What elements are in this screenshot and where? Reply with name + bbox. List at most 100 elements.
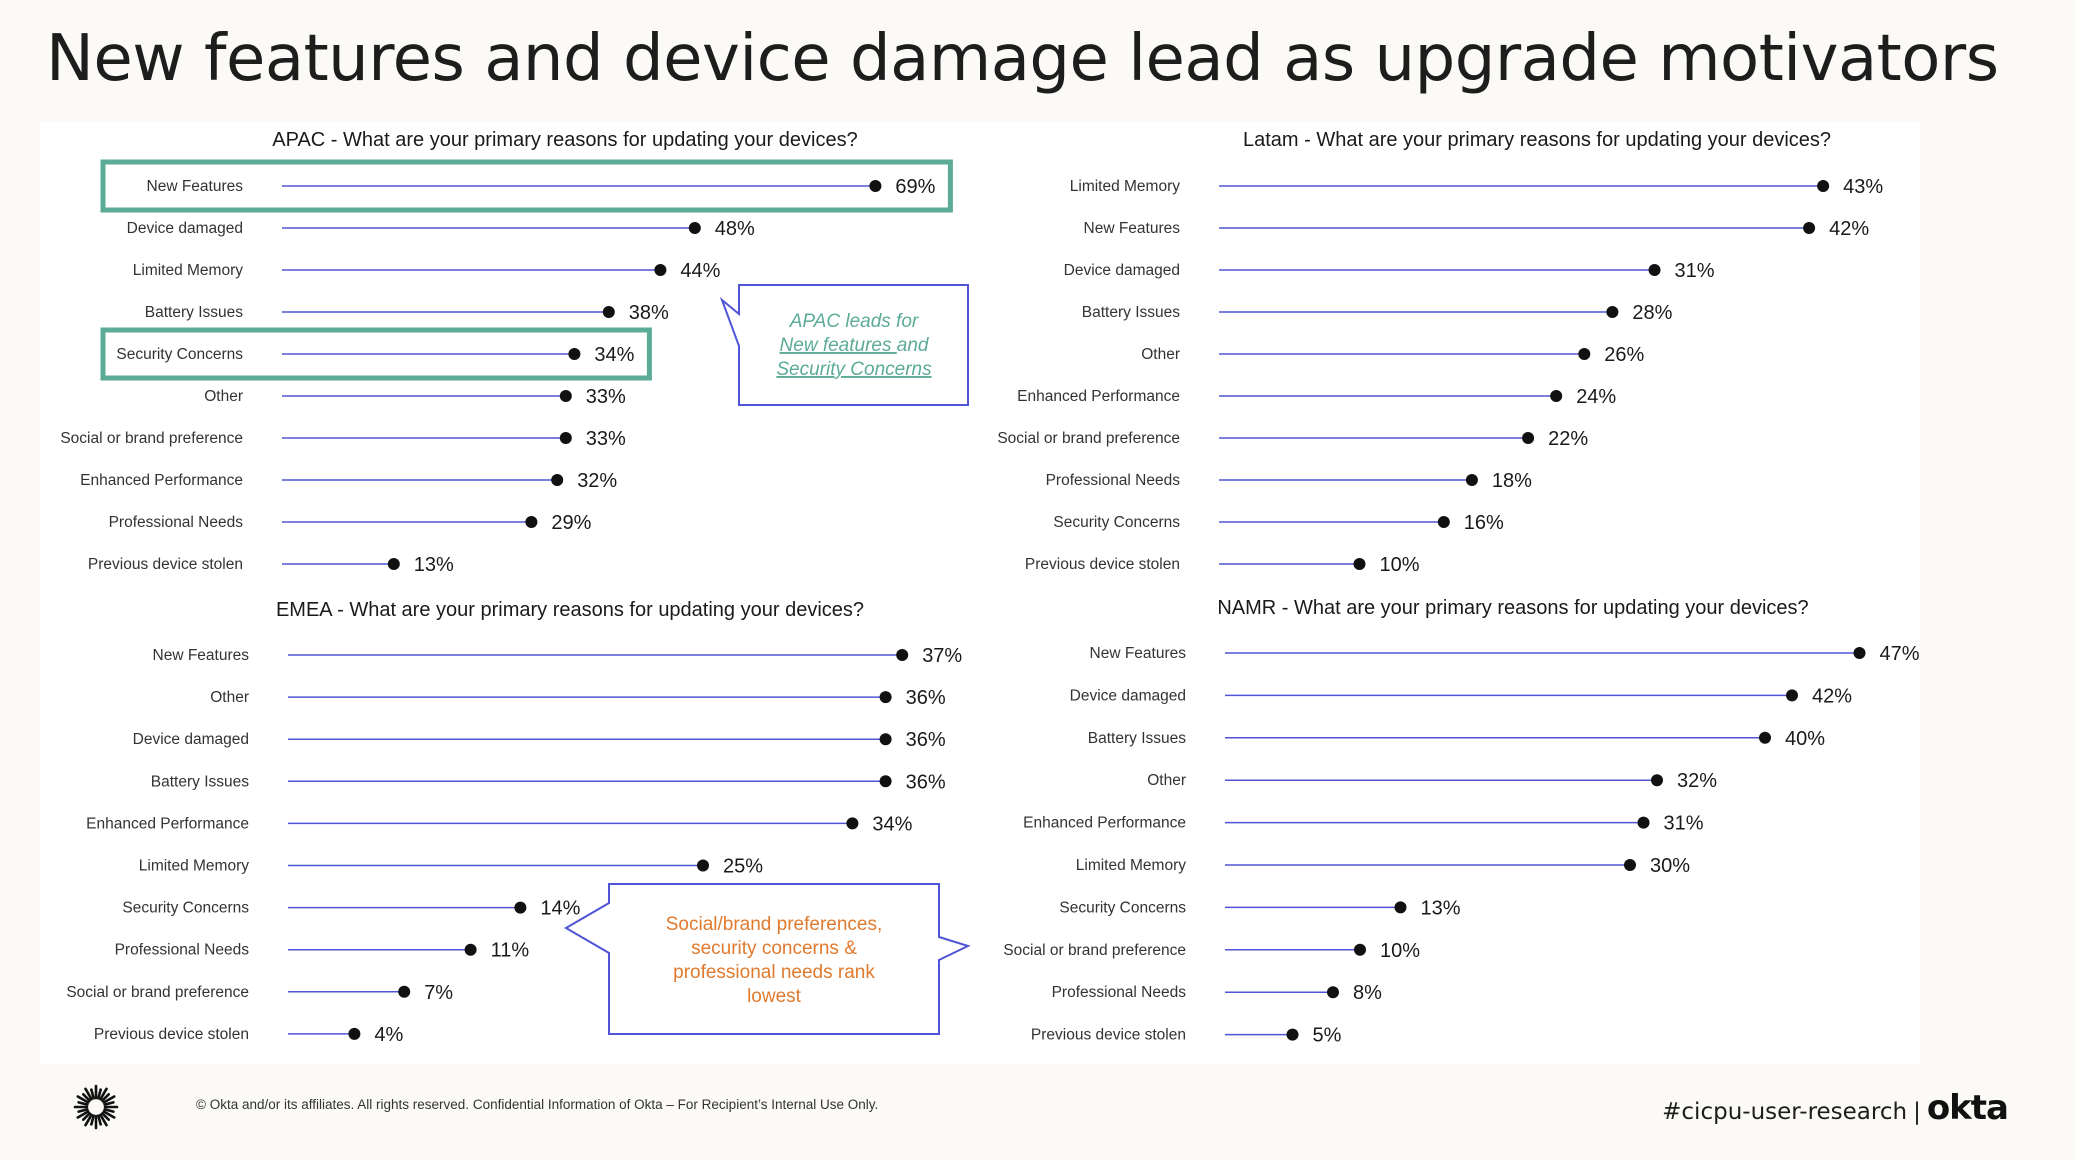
emea-row-social-or-brand-preference: Social or brand preference 7% [66, 982, 453, 1004]
latam-row-security-concerns: Security Concerns 16% [1053, 512, 1504, 534]
apac-row-previous-device-stolen: Previous device stolen 13% [88, 554, 454, 576]
namr-dot [1286, 1028, 1299, 1041]
apac-callout-line2: New features and [780, 335, 930, 356]
apac-category-label: Device damaged [127, 220, 243, 237]
logo-ray [101, 1092, 111, 1102]
emea-value-label: 14% [540, 898, 580, 920]
namr-dot [1394, 901, 1407, 914]
namr-value-label: 10% [1380, 940, 1420, 962]
apac-row-limited-memory: Limited Memory 44% [133, 260, 721, 282]
emea-value-label: 34% [872, 813, 912, 835]
logo-ray [103, 1101, 115, 1106]
namr-category-label: Enhanced Performance [1023, 815, 1186, 832]
latam-dot [1578, 348, 1591, 360]
emea-category-label: Device damaged [133, 731, 249, 748]
emea-category-label: Social or brand preference [66, 984, 249, 1001]
latam-category-label: New Features [1084, 220, 1181, 237]
apac-row-enhanced-performance: Enhanced Performance 32% [80, 470, 617, 492]
latam-category-label: Enhanced Performance [1017, 388, 1180, 405]
latam-dot [1465, 474, 1478, 486]
apac-category-label: Social or brand preference [60, 430, 243, 447]
namr-row-limited-memory: Limited Memory 30% [1076, 855, 1690, 877]
logo-ray [101, 1112, 111, 1122]
logo-ray [77, 1108, 89, 1113]
emea-dot [697, 859, 709, 872]
namr-row-professional-needs: Professional Needs 8% [1052, 982, 1383, 1004]
latam-dot [1550, 390, 1563, 402]
namr-value-label: 5% [1313, 1025, 1342, 1047]
latam-value-label: 42% [1829, 218, 1869, 240]
emea-row-limited-memory: Limited Memory 25% [139, 856, 763, 878]
apac-callout-line2-rest: and [897, 335, 930, 356]
emea-dot [896, 649, 909, 661]
apac-category-label: Professional Needs [109, 514, 244, 531]
logo-ray [99, 1113, 108, 1127]
apac-row-new-features: New Features 69% [100, 159, 953, 213]
namr-category-label: Previous device stolen [1031, 1027, 1186, 1044]
apac-callout-underlined: New features [780, 335, 897, 356]
latam-value-label: 18% [1492, 470, 1532, 492]
namr-dot [1853, 647, 1866, 659]
apac-row-security-concerns: Security Concerns 34% [100, 327, 652, 381]
emea-category-label: Previous device stolen [94, 1026, 249, 1043]
apac-dot [387, 558, 400, 570]
emea-value-label: 36% [906, 729, 946, 751]
apac-dot [654, 264, 667, 276]
emea-value-label: 37% [922, 645, 962, 667]
namr-value-label: 13% [1421, 897, 1461, 919]
namr-value-label: 47% [1880, 643, 1920, 665]
namr-row-social-or-brand-preference: Social or brand preference 10% [1003, 940, 1420, 962]
emea-callout-line1: Social/brand preferences, [666, 914, 883, 935]
namr-dot [1651, 774, 1663, 787]
latam-row-professional-needs: Professional Needs 18% [1046, 470, 1533, 492]
apac-dot [559, 432, 572, 444]
namr-value-label: 8% [1353, 982, 1382, 1004]
namr-row-enhanced-performance: Enhanced Performance 31% [1023, 813, 1704, 835]
namr-row-device-damaged: Device damaged 42% [1070, 685, 1853, 707]
latam-dot [1522, 432, 1535, 444]
emea-category-label: Other [210, 689, 249, 706]
emea-dot [398, 985, 411, 998]
emea-category-label: Professional Needs [115, 942, 250, 959]
emea-category-label: Security Concerns [122, 900, 249, 917]
latam-value-label: 22% [1548, 428, 1588, 450]
emea-chart: EMEA - What are your primary reasons for… [66, 599, 962, 1046]
apac-value-label: 69% [895, 176, 935, 198]
latam-value-label: 28% [1632, 302, 1672, 324]
namr-value-label: 32% [1677, 770, 1717, 792]
latam-value-label: 16% [1464, 512, 1504, 534]
latam-row-other: Other 26% [1141, 344, 1644, 366]
emea-category-label: Battery Issues [151, 773, 249, 790]
apac-row-device-damaged: Device damaged 48% [127, 218, 755, 240]
emea-value-label: 25% [723, 856, 763, 878]
latam-category-label: Previous device stolen [1025, 556, 1180, 573]
latam-category-label: Other [1141, 346, 1180, 363]
apac-category-label: Security Concerns [116, 346, 243, 363]
namr-row-new-features: New Features 47% [1090, 643, 1920, 665]
latam-dot [1817, 180, 1830, 192]
apac-category-label: Battery Issues [145, 304, 243, 321]
latam-category-label: Security Concerns [1053, 514, 1180, 531]
emea-value-label: 36% [906, 687, 946, 709]
logo-ray [81, 1112, 91, 1122]
apac-row-social-or-brand-preference: Social or brand preference 33% [60, 428, 626, 450]
apac-value-label: 13% [414, 554, 454, 576]
latam-category-label: Battery Issues [1082, 304, 1180, 321]
emea-dot [464, 943, 477, 956]
logo-ray [97, 1088, 102, 1100]
logo-ray [102, 1110, 116, 1119]
emea-chart-title: EMEA - What are your primary reasons for… [276, 599, 864, 621]
namr-category-label: Battery Issues [1088, 730, 1186, 747]
namr-category-label: Other [1147, 772, 1186, 789]
namr-chart: NAMR - What are your primary reasons for… [1003, 597, 1919, 1047]
emea-value-label: 11% [491, 940, 530, 962]
emea-category-label: New Features [153, 647, 250, 664]
logo-ray [103, 1108, 115, 1113]
namr-category-label: Security Concerns [1059, 899, 1186, 916]
namr-dot [1786, 689, 1798, 702]
apac-value-label: 38% [629, 302, 669, 324]
emea-dot [879, 733, 892, 746]
latam-row-battery-issues: Battery Issues 28% [1082, 302, 1673, 324]
footer-branding: #cicpu-user-research | okta [1662, 1088, 2009, 1128]
apac-highlight-security-concerns [100, 327, 652, 381]
